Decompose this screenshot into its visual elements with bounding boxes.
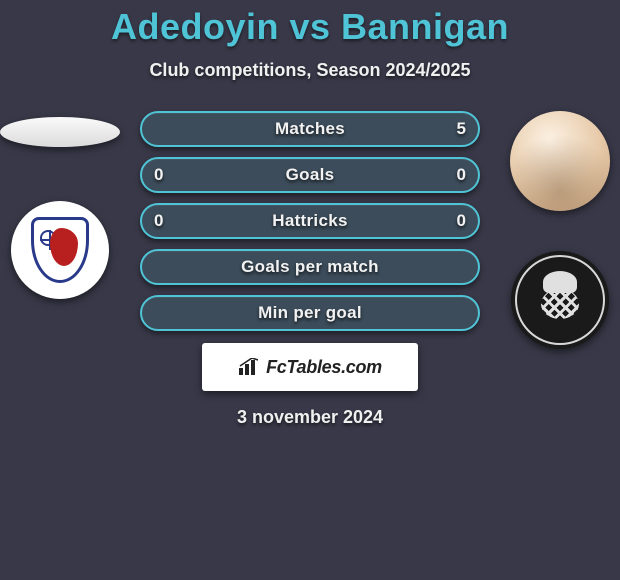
thistle-icon [525, 265, 595, 335]
stat-row-goals-per-match: Goals per match [140, 249, 480, 285]
stat-bars: Matches 5 0 Goals 0 0 Hattricks 0 Goals … [140, 111, 480, 331]
stat-left-value: 0 [154, 165, 163, 185]
brand-text: FcTables.com [266, 357, 382, 378]
stat-label: Min per goal [258, 303, 362, 323]
stat-label: Goals per match [241, 257, 379, 277]
stat-label: Goals [286, 165, 335, 185]
stat-row-matches: Matches 5 [140, 111, 480, 147]
shield-icon [31, 217, 89, 283]
stat-label: Hattricks [272, 211, 347, 231]
right-player-avatar [510, 111, 610, 211]
page-title: Adedoyin vs Bannigan [0, 0, 620, 48]
left-player-column [0, 111, 120, 299]
stat-right-value: 0 [457, 165, 466, 185]
stat-right-value: 5 [457, 119, 466, 139]
stat-label: Matches [275, 119, 345, 139]
stat-right-value: 0 [457, 211, 466, 231]
brand-badge: FcTables.com [202, 343, 418, 391]
stat-row-goals: 0 Goals 0 [140, 157, 480, 193]
comparison-stage: Matches 5 0 Goals 0 0 Hattricks 0 Goals … [0, 111, 620, 428]
stat-row-hattricks: 0 Hattricks 0 [140, 203, 480, 239]
bar-chart-icon [238, 358, 260, 376]
subtitle: Club competitions, Season 2024/2025 [0, 60, 620, 81]
right-club-crest [511, 251, 609, 349]
left-player-avatar [0, 117, 120, 147]
right-player-column [500, 111, 620, 349]
left-club-crest [11, 201, 109, 299]
stat-row-min-per-goal: Min per goal [140, 295, 480, 331]
stat-left-value: 0 [154, 211, 163, 231]
date-label: 3 november 2024 [0, 407, 620, 428]
